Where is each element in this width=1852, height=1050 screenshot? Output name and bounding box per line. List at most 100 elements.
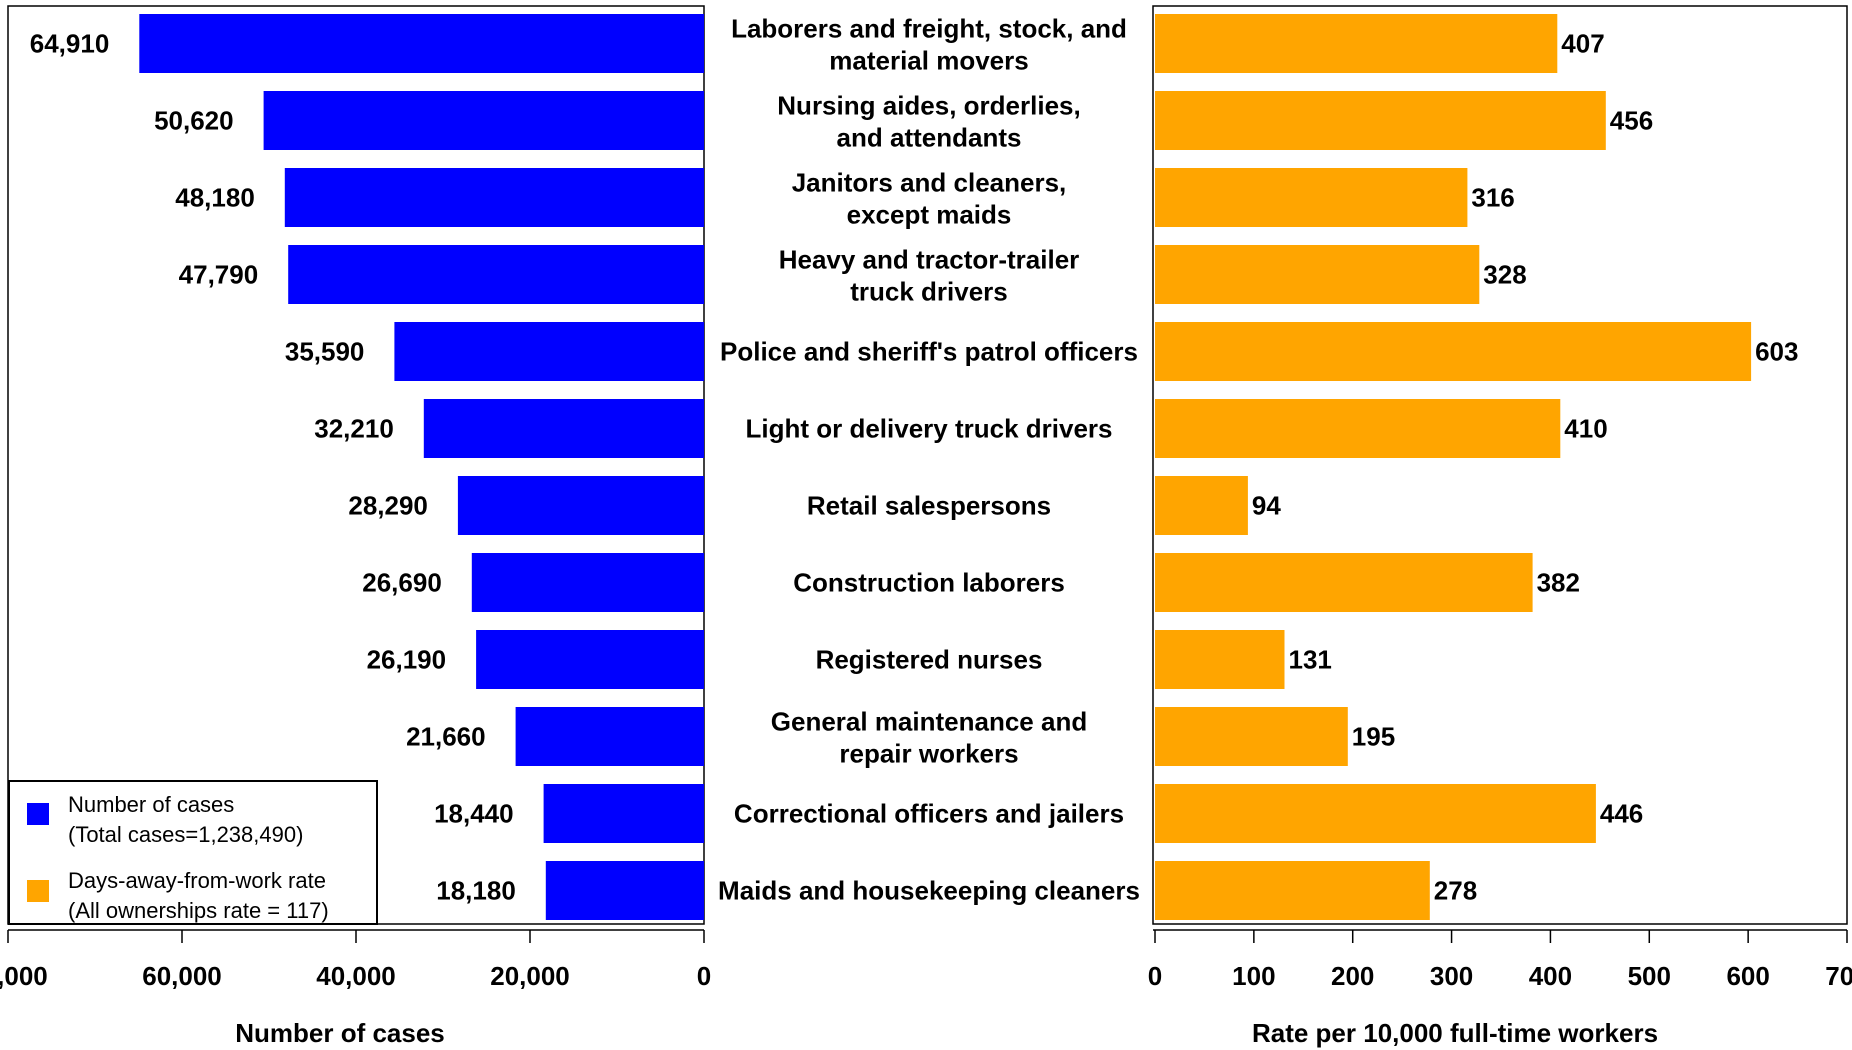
category-label: Construction laborers [793, 568, 1065, 598]
rate-data-label: 131 [1289, 645, 1332, 675]
category-label-line: Nursing aides, orderlies, [777, 91, 1080, 121]
right-tick-label: 700 [1825, 961, 1852, 991]
left-x-ticks: 80,000 60,000 40,000 20,000 0 [0, 930, 711, 991]
cases-bar [543, 784, 704, 843]
right-x-ticks: 0 100 200 300 400 500 600 700 [1148, 930, 1852, 991]
rate-bar [1155, 399, 1561, 458]
category-label-line: Janitors and cleaners, [792, 168, 1067, 198]
cases-bar [471, 553, 704, 612]
right-tick-label: 400 [1529, 961, 1572, 991]
rate-data-label: 407 [1561, 29, 1604, 59]
cases-data-label: 47,790 [179, 260, 259, 290]
category-label: Nursing aides, orderlies, and attendants [777, 91, 1080, 153]
cases-data-label: 26,190 [367, 645, 447, 675]
cases-data-label: 64,910 [30, 29, 110, 59]
cases-data-label: 32,210 [314, 414, 394, 444]
left-tick-label: 80,000 [0, 961, 48, 991]
legend-swatch-cases [27, 803, 49, 825]
rate-bar [1155, 861, 1430, 920]
legend-box [8, 780, 378, 925]
rate-data-label: 446 [1600, 799, 1643, 829]
category-label: Light or delivery truck drivers [745, 414, 1112, 444]
right-tick-label: 200 [1331, 961, 1374, 991]
category-label-line: repair workers [839, 739, 1018, 769]
category-label-line: material movers [829, 46, 1028, 76]
category-label: Laborers and freight, stock, and material… [731, 14, 1127, 76]
rate-bar [1155, 14, 1558, 73]
rate-data-label: 316 [1471, 183, 1514, 213]
rate-data-label: 456 [1610, 106, 1653, 136]
left-tick-label: 60,000 [142, 961, 222, 991]
category-label-line: Heavy and tractor-trailer [779, 245, 1080, 275]
cases-data-label: 18,180 [436, 876, 516, 906]
category-label: Retail salespersons [807, 491, 1051, 521]
right-tick-label: 500 [1628, 961, 1671, 991]
cases-data-label: 28,290 [348, 491, 428, 521]
category-label: Heavy and tractor-trailer truck drivers [779, 245, 1080, 307]
category-label-line: General maintenance and [771, 707, 1087, 737]
cases-data-label: 35,590 [285, 337, 365, 367]
left-tick-label: 20,000 [490, 961, 570, 991]
rate-bar [1155, 707, 1348, 766]
cases-bar [288, 245, 704, 304]
cases-bar [545, 861, 704, 920]
category-label: Police and sheriff's patrol officers [720, 337, 1138, 367]
category-label: Maids and housekeeping cleaners [718, 876, 1140, 906]
category-labels: Laborers and freight, stock, and material… [718, 14, 1140, 906]
rate-bar [1155, 476, 1248, 535]
cases-bar [476, 630, 704, 689]
right-tick-label: 0 [1148, 961, 1162, 991]
legend: Number of cases (Total cases=1,238,490) … [8, 780, 378, 925]
rate-bar [1155, 168, 1468, 227]
rate-data-label: 410 [1564, 414, 1607, 444]
legend-sublabel-cases: (Total cases=1,238,490) [68, 822, 303, 847]
rate-bar [1155, 245, 1480, 304]
legend-label-rate: Days-away-from-work rate [68, 868, 326, 893]
rate-data-label: 603 [1755, 337, 1798, 367]
rate-data-label: 382 [1537, 568, 1580, 598]
left-bars [139, 14, 705, 920]
category-label: Correctional officers and jailers [734, 799, 1124, 829]
right-bars [1155, 14, 1752, 920]
right-tick-label: 600 [1726, 961, 1769, 991]
cases-data-label: 18,440 [434, 799, 514, 829]
rate-data-label: 278 [1434, 876, 1477, 906]
rate-bar [1155, 322, 1752, 381]
cases-bar [139, 14, 705, 73]
cases-bar [423, 399, 704, 458]
category-label-line: Laborers and freight, stock, and [731, 14, 1127, 44]
rate-data-label: 195 [1352, 722, 1395, 752]
cases-data-label: 26,690 [362, 568, 442, 598]
cases-data-label: 21,660 [406, 722, 486, 752]
rate-data-label: 94 [1252, 491, 1281, 521]
right-data-labels: 407 456 316 328 603 410 94 382 131 195 446 278 [1252, 29, 1799, 906]
cases-bar [263, 91, 704, 150]
right-x-axis-title: Rate per 10,000 full-time workers [1252, 1018, 1658, 1048]
left-data-labels: 64,910 50,620 48,180 47,790 35,590 32,210 28,2… [30, 29, 516, 906]
rate-bar [1155, 630, 1285, 689]
cases-data-label: 48,180 [175, 183, 255, 213]
category-label-line: and attendants [837, 123, 1022, 153]
legend-swatch-rate [27, 880, 49, 902]
category-label: Janitors and cleaners, except maids [792, 168, 1067, 230]
cases-bar [284, 168, 704, 227]
category-label: General maintenance and repair workers [771, 707, 1087, 769]
right-tick-label: 100 [1232, 961, 1275, 991]
left-x-axis-title: Number of cases [235, 1018, 445, 1048]
right-panel: 407 456 316 328 603 410 94 382 131 195 446 278 0 100… [1148, 5, 1852, 1048]
cases-bar [515, 707, 704, 766]
right-plot-frame [1152, 5, 1848, 925]
rate-bar [1155, 553, 1533, 612]
category-label-line: except maids [847, 200, 1012, 230]
rate-bar [1155, 784, 1596, 843]
category-label: Registered nurses [816, 645, 1043, 675]
legend-sublabel-rate: (All ownerships rate = 117) [68, 898, 329, 923]
left-tick-label: 0 [697, 961, 711, 991]
left-tick-label: 40,000 [316, 961, 396, 991]
right-tick-label: 300 [1430, 961, 1473, 991]
cases-bar [457, 476, 704, 535]
rate-bar [1155, 91, 1606, 150]
cases-data-label: 50,620 [154, 106, 234, 136]
legend-label-cases: Number of cases [68, 792, 234, 817]
